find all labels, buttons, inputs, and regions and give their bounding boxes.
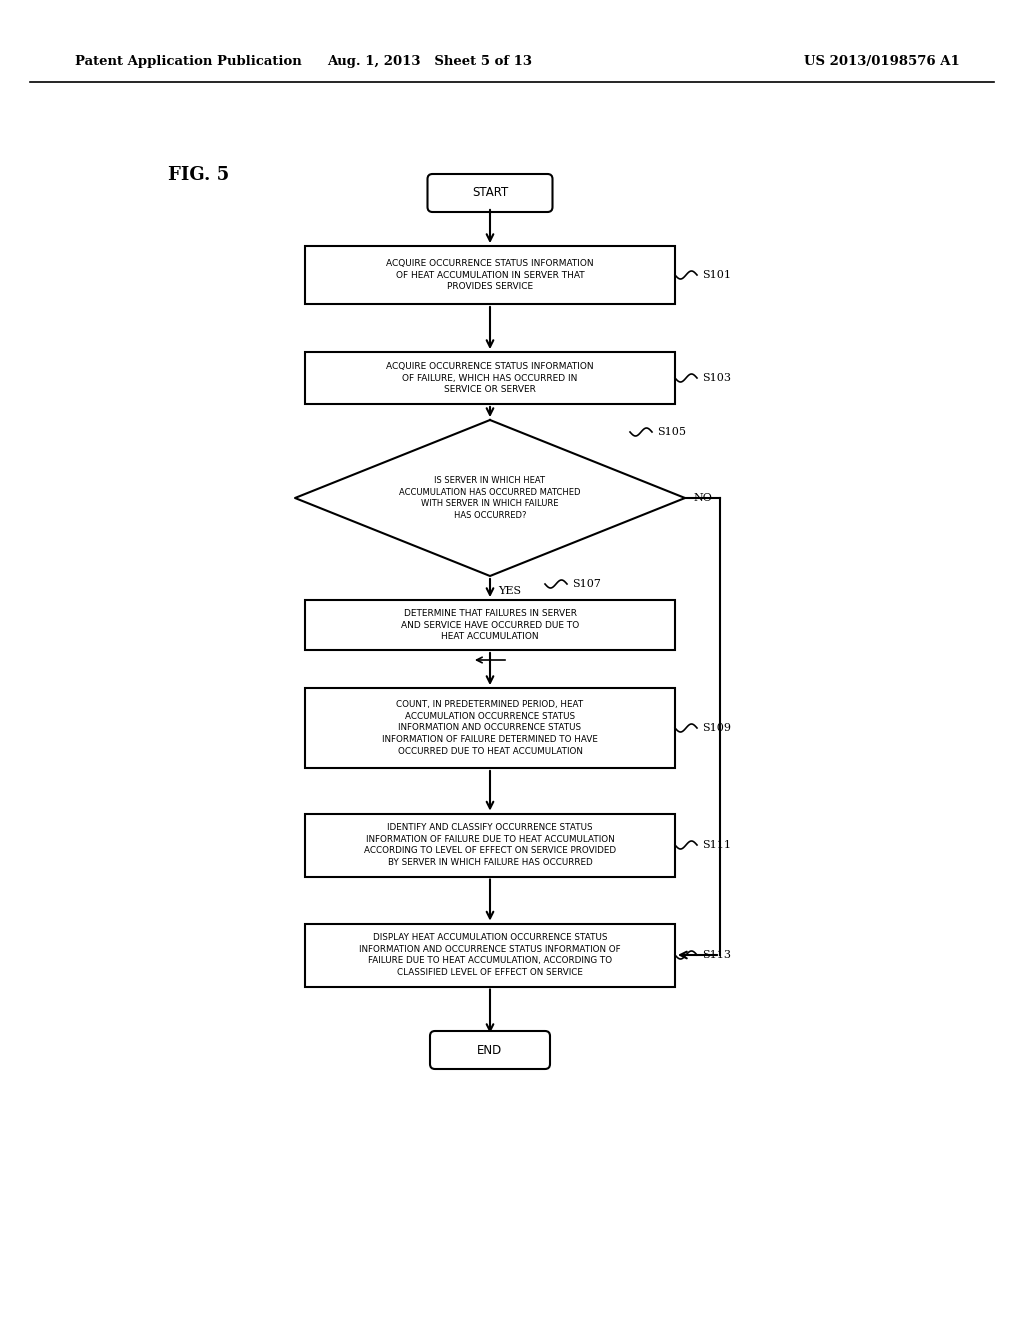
Text: US 2013/0198576 A1: US 2013/0198576 A1 [804,55,961,69]
Text: FIG. 5: FIG. 5 [168,166,229,183]
Text: COUNT, IN PREDETERMINED PERIOD, HEAT
ACCUMULATION OCCURRENCE STATUS
INFORMATION : COUNT, IN PREDETERMINED PERIOD, HEAT ACC… [382,700,598,756]
Text: S101: S101 [702,271,731,280]
Bar [305,601,675,649]
FancyBboxPatch shape [430,1031,550,1069]
Bar [305,246,675,304]
Text: IDENTIFY AND CLASSIFY OCCURRENCE STATUS
INFORMATION OF FAILURE DUE TO HEAT ACCUM: IDENTIFY AND CLASSIFY OCCURRENCE STATUS … [364,822,616,867]
Text: DETERMINE THAT FAILURES IN SERVER
AND SERVICE HAVE OCCURRED DUE TO
HEAT ACCUMULA: DETERMINE THAT FAILURES IN SERVER AND SE… [400,609,580,642]
Text: S103: S103 [702,374,731,383]
Text: ACQUIRE OCCURRENCE STATUS INFORMATION
OF HEAT ACCUMULATION IN SERVER THAT
PROVID: ACQUIRE OCCURRENCE STATUS INFORMATION OF… [386,259,594,292]
Text: IS SERVER IN WHICH HEAT
ACCUMULATION HAS OCCURRED MATCHED
WITH SERVER IN WHICH F: IS SERVER IN WHICH HEAT ACCUMULATION HAS… [399,475,581,520]
Text: NO: NO [693,492,712,503]
Text: S113: S113 [702,950,731,960]
Text: S111: S111 [702,840,731,850]
Text: S105: S105 [657,426,686,437]
Bar [305,688,675,768]
Text: S109: S109 [702,723,731,733]
Bar [305,813,675,876]
Text: START: START [472,186,508,199]
Text: YES: YES [498,586,521,597]
Text: ACQUIRE OCCURRENCE STATUS INFORMATION
OF FAILURE, WHICH HAS OCCURRED IN
SERVICE : ACQUIRE OCCURRENCE STATUS INFORMATION OF… [386,362,594,395]
Bar [305,352,675,404]
Bar [305,924,675,986]
Text: S107: S107 [572,579,601,589]
FancyBboxPatch shape [427,174,553,213]
Text: Aug. 1, 2013   Sheet 5 of 13: Aug. 1, 2013 Sheet 5 of 13 [328,55,532,69]
Text: Patent Application Publication: Patent Application Publication [75,55,302,69]
Text: END: END [477,1044,503,1056]
Text: DISPLAY HEAT ACCUMULATION OCCURRENCE STATUS
INFORMATION AND OCCURRENCE STATUS IN: DISPLAY HEAT ACCUMULATION OCCURRENCE STA… [359,933,621,977]
